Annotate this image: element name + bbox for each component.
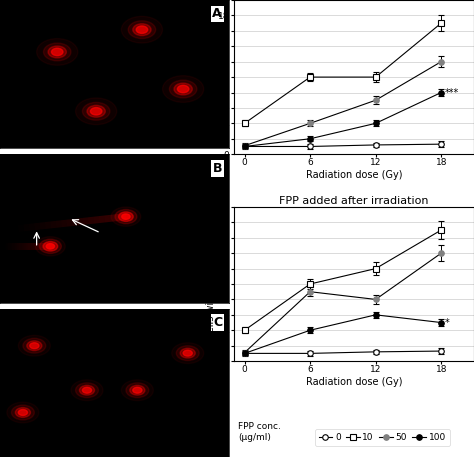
Circle shape: [111, 207, 141, 226]
Text: C: C: [213, 316, 222, 329]
Circle shape: [82, 387, 91, 393]
Circle shape: [128, 21, 155, 38]
Circle shape: [163, 76, 204, 102]
Circle shape: [18, 335, 50, 356]
Circle shape: [23, 338, 46, 353]
Y-axis label: Cells with tail DNA (%): Cells with tail DNA (%): [205, 229, 215, 339]
Circle shape: [18, 409, 27, 415]
Circle shape: [75, 98, 117, 125]
Text: FPP conc.
(μg/ml): FPP conc. (μg/ml): [238, 422, 281, 442]
Circle shape: [122, 214, 130, 219]
Circle shape: [130, 385, 145, 395]
Circle shape: [133, 24, 151, 36]
Title: FPP added after irradiation: FPP added after irradiation: [279, 196, 428, 206]
Circle shape: [80, 385, 94, 395]
Circle shape: [136, 26, 148, 33]
Circle shape: [52, 48, 63, 56]
Circle shape: [30, 343, 39, 349]
Circle shape: [48, 46, 66, 58]
Circle shape: [11, 405, 34, 420]
Circle shape: [46, 244, 55, 249]
X-axis label: Radiation dose (Gy): Radiation dose (Gy): [306, 170, 402, 180]
Legend: 0, 10, 50, 100: 0, 10, 50, 100: [315, 430, 449, 446]
Text: ***: ***: [445, 87, 459, 97]
Circle shape: [75, 383, 99, 398]
Circle shape: [15, 408, 30, 417]
Circle shape: [121, 380, 154, 401]
Circle shape: [87, 106, 105, 117]
Circle shape: [183, 350, 192, 356]
Circle shape: [71, 380, 103, 401]
Circle shape: [36, 38, 78, 65]
Circle shape: [126, 383, 149, 398]
Circle shape: [39, 239, 61, 254]
Circle shape: [177, 85, 189, 93]
Circle shape: [91, 107, 102, 115]
Circle shape: [180, 348, 195, 358]
Circle shape: [115, 209, 137, 224]
Text: A: A: [212, 7, 222, 21]
Circle shape: [176, 345, 199, 361]
Circle shape: [133, 387, 142, 393]
Circle shape: [27, 341, 42, 351]
Text: *: *: [445, 318, 449, 328]
Y-axis label: Cells with tail DNA (%): Cells with tail DNA (%): [205, 22, 215, 133]
Circle shape: [121, 16, 163, 43]
Circle shape: [44, 43, 71, 61]
Circle shape: [36, 237, 65, 256]
Circle shape: [172, 343, 204, 363]
Circle shape: [174, 83, 192, 95]
X-axis label: Radiation dose (Gy): Radiation dose (Gy): [306, 377, 402, 387]
Circle shape: [43, 242, 58, 251]
Circle shape: [118, 212, 133, 221]
Circle shape: [169, 80, 197, 98]
Text: E: E: [185, 186, 196, 201]
Circle shape: [7, 402, 39, 423]
Circle shape: [82, 102, 110, 120]
Text: B: B: [212, 162, 222, 175]
